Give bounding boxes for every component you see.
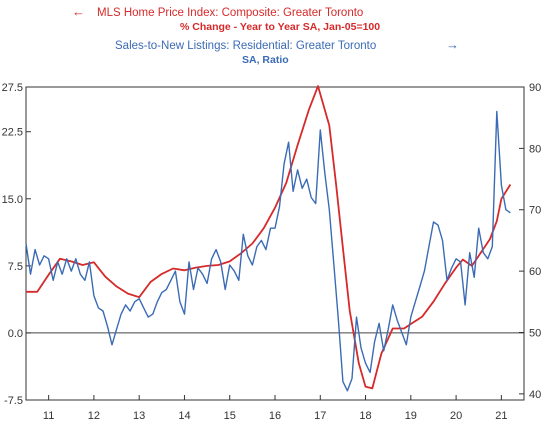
- x-tick-label: 11: [43, 410, 54, 422]
- y-left-tick-label: 15.0: [2, 194, 23, 206]
- x-tick-label: 19: [405, 410, 417, 422]
- y-right-tick-label: 70: [529, 205, 541, 217]
- legend-right-subtitle: SA, Ratio: [242, 54, 289, 66]
- x-tick-label: 14: [178, 410, 190, 422]
- y-right-tick-label: 40: [529, 389, 541, 401]
- x-tick-label: 18: [359, 410, 371, 422]
- legend-left-arrow: ←: [72, 4, 85, 19]
- series-line-price: [26, 85, 512, 390]
- x-tick-label: 21: [495, 410, 507, 422]
- series: [25, 85, 512, 392]
- x-tick-label: 15: [224, 410, 236, 422]
- y-left-tick-label: 27.5: [2, 82, 23, 94]
- x-tick-label: 12: [88, 410, 100, 422]
- legend-right-arrow: →: [446, 37, 459, 52]
- y-left-tick-label: 7.5: [8, 261, 23, 273]
- legend: ← MLS Home Price Index: Composite: Great…: [72, 4, 459, 66]
- y-right-tick-label: 80: [529, 143, 541, 155]
- legend-left-subtitle: % Change - Year to Year SA, Jan-05=100: [180, 21, 380, 33]
- x-tick-label: 13: [133, 410, 145, 422]
- y-left-tick-label: 22.5: [2, 127, 23, 139]
- axes: -7.5 0.0 7.5 15.0 22.5 27.5 40 50 60 70 80 90 11 12 13…: [2, 82, 542, 422]
- x-tick-label: 16: [269, 410, 281, 422]
- y-right-tick-label: 50: [529, 327, 541, 339]
- legend-right-title: Sales-to-New Listings: Residential: Grea…: [115, 40, 376, 52]
- x-tick-label: 20: [450, 410, 462, 422]
- plot-frame: [25, 86, 525, 401]
- y-right-tick-label: 60: [529, 266, 541, 278]
- y-left-tick-label: 0.0: [8, 328, 23, 340]
- series-line-sales: [25, 110, 511, 392]
- y-right-tick-label: 90: [529, 82, 541, 94]
- y-left-tick-label: -7.5: [4, 395, 23, 407]
- x-tick-label: 17: [314, 410, 326, 422]
- legend-left-title: MLS Home Price Index: Composite: Greater…: [97, 7, 363, 19]
